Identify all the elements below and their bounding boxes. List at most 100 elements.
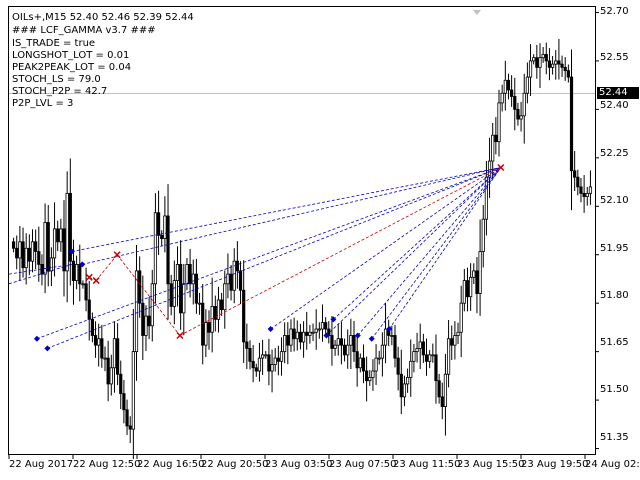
candle-body — [49, 257, 54, 272]
candle-body — [399, 373, 403, 398]
candle-body — [453, 335, 457, 346]
candle-body — [503, 79, 507, 94]
candle-body — [87, 299, 91, 320]
blue-signal-line — [36, 167, 501, 340]
current-price-badge: 52.44 — [597, 87, 639, 99]
candle-body — [528, 60, 533, 78]
candle-body — [84, 283, 88, 301]
ea-name-label: ### LCF_GAMMA v3.7 ### — [12, 25, 156, 36]
time-label-3: 22 Aug 20:50 — [201, 459, 269, 470]
param-longshot-lot: LONGSHOT_LOT = 0.01 — [12, 50, 130, 61]
time-label-6: 23 Aug 11:50 — [393, 459, 461, 470]
candle-body — [156, 212, 161, 236]
candle-body — [283, 335, 287, 353]
candle-body — [24, 247, 28, 269]
candle-body — [415, 348, 419, 353]
candles-group — [11, 38, 593, 460]
candle-body — [188, 264, 192, 285]
candle-body — [393, 335, 397, 359]
blue-signal-marker — [386, 326, 393, 333]
time-label-4: 23 Aug 03:50 — [265, 459, 333, 470]
candle-body — [153, 212, 158, 285]
candle-body — [125, 409, 129, 427]
candle-body — [216, 299, 221, 320]
red-signal-marker — [92, 277, 100, 285]
price-axis-ticks — [595, 11, 599, 450]
candle-body — [456, 331, 460, 336]
candle-body — [585, 192, 589, 197]
candle-body — [500, 92, 504, 104]
candle-body — [204, 322, 208, 346]
candle-body — [465, 280, 470, 298]
candle-body — [513, 96, 517, 110]
candle-body — [62, 228, 66, 272]
candle-body — [59, 228, 63, 243]
candle-body — [251, 360, 255, 369]
candle-body — [510, 89, 514, 97]
candle-body — [538, 57, 542, 68]
param-stoch-p2p: STOCH_P2P = 42.7 — [12, 86, 108, 97]
candle-body — [191, 273, 195, 285]
candle-body — [475, 270, 479, 294]
candle-body — [336, 338, 340, 346]
candle-body — [330, 335, 334, 349]
candle-body — [286, 335, 290, 346]
candle-body — [440, 396, 444, 407]
candle-body — [11, 241, 16, 249]
param-peak2peak-lot: PEAK2PEAK_LOT = 0.04 — [12, 62, 132, 73]
candle-body — [37, 251, 41, 265]
candle-body — [166, 215, 170, 285]
param-stoch-ls: STOCH_LS = 79.0 — [12, 74, 101, 85]
candle-body — [210, 306, 214, 333]
signal-markers-group — [33, 163, 505, 352]
candle-body — [270, 364, 274, 372]
blue-signal-line — [82, 167, 501, 265]
candle-body — [494, 134, 498, 143]
candle-body — [402, 383, 407, 398]
param-is-trade: IS_TRADE = true — [12, 38, 96, 49]
candle-body — [481, 218, 485, 252]
candle-body — [349, 335, 353, 346]
candle-body — [487, 160, 492, 178]
candle-body — [535, 57, 539, 68]
chart-shift-marker-icon[interactable] — [473, 10, 481, 15]
candle-body — [213, 306, 217, 320]
candle-body — [106, 357, 110, 385]
candle-body — [68, 192, 72, 262]
candle-body — [30, 241, 35, 262]
candle-body — [525, 76, 529, 94]
candle-body — [185, 264, 189, 285]
candle-body — [18, 241, 22, 259]
candle-body — [15, 247, 19, 259]
candle-body — [122, 393, 126, 411]
candle-body — [390, 335, 394, 337]
candle-body — [409, 360, 413, 378]
blue-signal-line — [8, 264, 72, 285]
blue-signal-marker — [33, 335, 40, 342]
blue-signal-line — [71, 167, 501, 252]
time-label-1: 22 Aug 12:50 — [73, 459, 141, 470]
candle-body — [437, 380, 441, 398]
blue-signal-line — [371, 167, 502, 339]
candle-body — [235, 260, 239, 272]
candle-body — [97, 338, 101, 346]
candle-body — [374, 357, 378, 372]
candle-body — [424, 354, 429, 362]
candle-body — [175, 264, 180, 281]
blue-signal-line — [47, 167, 501, 349]
red-signal-marker — [176, 331, 184, 340]
candle-body — [450, 338, 454, 346]
candle-body — [21, 241, 25, 269]
time-label-2: 22 Aug 16:50 — [137, 459, 205, 470]
candle-body — [497, 102, 501, 143]
candle-body — [292, 328, 296, 340]
candle-body — [396, 357, 400, 375]
candle-body — [138, 270, 142, 304]
red-signal-line — [116, 254, 181, 336]
candle-body — [52, 228, 57, 259]
blue-signal-line — [326, 167, 502, 336]
candle-body — [119, 373, 123, 395]
candle-body — [100, 338, 104, 359]
